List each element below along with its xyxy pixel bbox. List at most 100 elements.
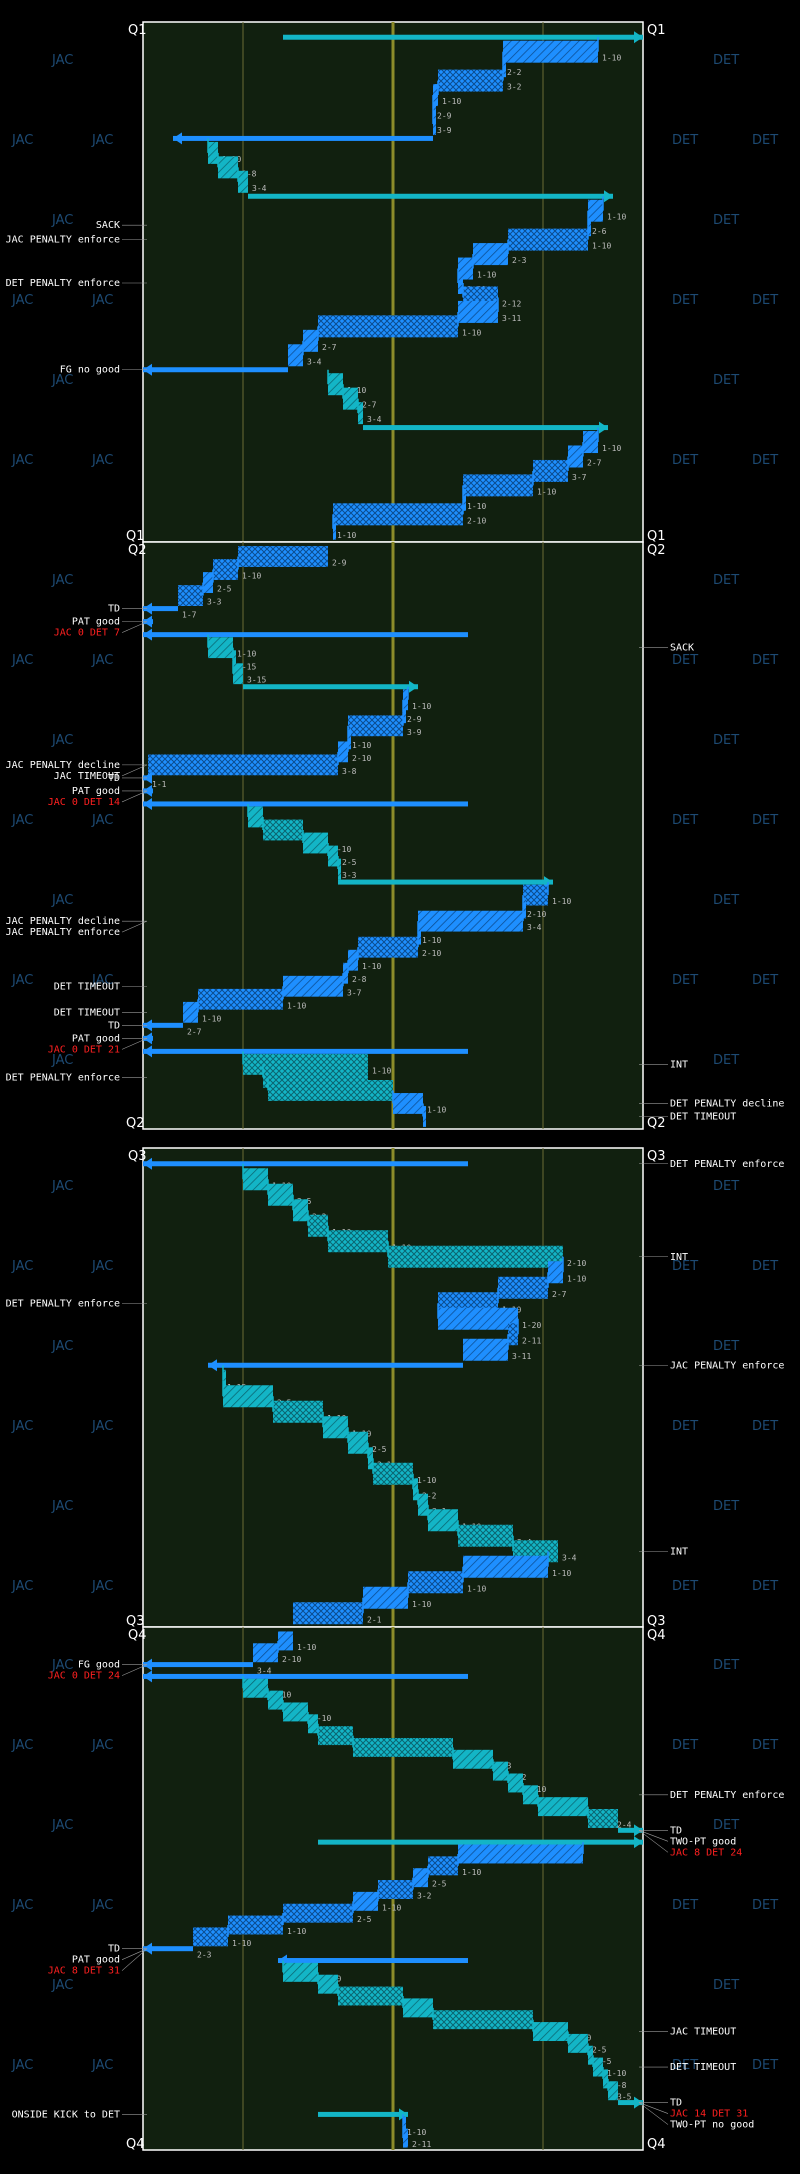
play: 2-11 — [402, 2126, 431, 2149]
play: 2-10 — [358, 934, 441, 958]
team-watermark-right: DET — [752, 453, 778, 468]
event-label: JAC TIMEOUT — [54, 771, 120, 782]
down-distance-label: 2-11 — [522, 1336, 541, 1345]
team-watermark-left: JAC — [51, 53, 73, 68]
quarter-label: Q3 — [647, 1614, 666, 1629]
team-watermark-left: JAC — [11, 653, 33, 668]
down-distance-label: 3-2 — [417, 1892, 432, 1901]
team-watermark-right: DET — [672, 653, 698, 668]
play — [422, 1103, 426, 1127]
team-watermark-left: JAC — [11, 1898, 33, 1913]
direction-arrow — [173, 132, 182, 145]
direction-arrow — [143, 1045, 152, 1058]
play: 3-4 — [357, 398, 382, 425]
td-bar — [618, 1827, 643, 1833]
play: 1-10 — [462, 485, 486, 511]
play: 1-10 — [193, 1925, 251, 1948]
run-bar — [463, 1338, 508, 1361]
run-bar — [243, 1678, 268, 1698]
kick-bar — [278, 1958, 468, 1964]
quarter-label: Q1 — [647, 529, 666, 544]
quarter-label: Q1 — [126, 529, 145, 544]
annotation-connector — [638, 1830, 669, 1853]
down-distance-label: 3-4 — [257, 1667, 272, 1676]
event-label: INT — [670, 1059, 688, 1070]
score-label: JAC 8 DET 24 — [670, 1847, 742, 1858]
team-watermark-right: DET — [713, 573, 739, 588]
run-bar — [588, 214, 591, 237]
play: 2-7 — [143, 1019, 202, 1036]
run-bar — [328, 845, 338, 867]
direction-arrow — [143, 1670, 152, 1683]
pass-bar — [353, 1737, 453, 1757]
down-distance-label: 1-20 — [522, 1321, 541, 1330]
down-distance-label: 2-5 — [592, 2045, 607, 2054]
pass-bar — [308, 1214, 328, 1237]
run-bar — [588, 2045, 593, 2065]
play: 1-10 — [207, 634, 256, 659]
pass-bar — [328, 1230, 388, 1253]
team-watermark-right: DET — [713, 1818, 739, 1833]
down-distance-label: 3-5 — [617, 2093, 632, 2102]
play: 3-4 — [418, 908, 542, 932]
down-distance-label: 1-10 — [537, 487, 556, 496]
score-label: JAC 0 DET 24 — [48, 1671, 120, 1682]
team-watermark-left: JAC — [91, 1898, 113, 1913]
run-bar — [238, 170, 248, 193]
play: 1-7 — [143, 602, 197, 620]
play — [283, 31, 643, 44]
down-distance-label: 1-10 — [462, 328, 481, 337]
play: 1-10 — [592, 2055, 626, 2078]
play: 2-7 — [498, 1272, 567, 1299]
quarter-label: Q3 — [128, 1149, 147, 1164]
team-watermark-left: JAC — [11, 1419, 33, 1434]
team-watermark-right: DET — [713, 1499, 739, 1514]
run-bar — [268, 1690, 283, 1710]
quarter-label: Q3 — [647, 1149, 666, 1164]
play: 2-8 — [602, 2067, 627, 2090]
event-label: TD — [108, 1020, 120, 1031]
kick-bar — [143, 367, 288, 373]
down-distance-label: 3-2 — [507, 83, 522, 92]
team-watermark-right: DET — [752, 293, 778, 308]
quarter-label: Q2 — [647, 543, 666, 558]
play — [143, 1670, 468, 1683]
play — [143, 784, 153, 797]
event-label: JAC PENALTY enforce — [6, 927, 120, 938]
team-watermark-right: DET — [713, 213, 739, 228]
event-label: JAC TIMEOUT — [670, 2027, 736, 2038]
down-distance-label: 2-5 — [217, 585, 232, 594]
team-watermark-right: DET — [672, 813, 698, 828]
team-watermark-right: DET — [752, 1419, 778, 1434]
play: 1-10 — [403, 686, 431, 711]
event-label: JAC PENALTY enforce — [670, 1360, 784, 1371]
pass-bar — [263, 819, 303, 841]
play: 1-10 — [588, 196, 626, 222]
run-bar — [233, 663, 243, 685]
down-distance-label: 2-3 — [197, 1951, 212, 1960]
team-watermark-right: DET — [713, 1053, 739, 1068]
down-distance-label: 2-7 — [322, 343, 337, 352]
down-distance-label: 2-11 — [412, 2140, 431, 2149]
play — [143, 1157, 468, 1170]
run-bar — [458, 300, 498, 323]
team-watermark-left: JAC — [91, 293, 113, 308]
run-bar — [458, 1844, 583, 1864]
pass-bar — [213, 559, 238, 580]
team-watermark-right: DET — [752, 653, 778, 668]
run-bar — [293, 1199, 308, 1222]
down-distance-label: 1-10 — [232, 1939, 251, 1948]
team-watermark-left: JAC — [11, 1579, 33, 1594]
play: 1-10 — [302, 829, 351, 854]
annotation-connector — [121, 621, 148, 633]
play: 3-5 — [587, 2043, 612, 2066]
pass-bar — [283, 1903, 353, 1923]
team-watermark-right: DET — [713, 1978, 739, 1993]
play: 1-20 — [437, 1303, 541, 1330]
team-watermark-left: JAC — [51, 1339, 73, 1354]
team-watermark-right: DET — [713, 733, 739, 748]
down-distance-label: 2-10 — [352, 754, 371, 763]
team-watermark-right: DET — [713, 893, 739, 908]
play: 2-3 — [473, 239, 527, 265]
event-label: DET TIMEOUT — [670, 1111, 736, 1122]
